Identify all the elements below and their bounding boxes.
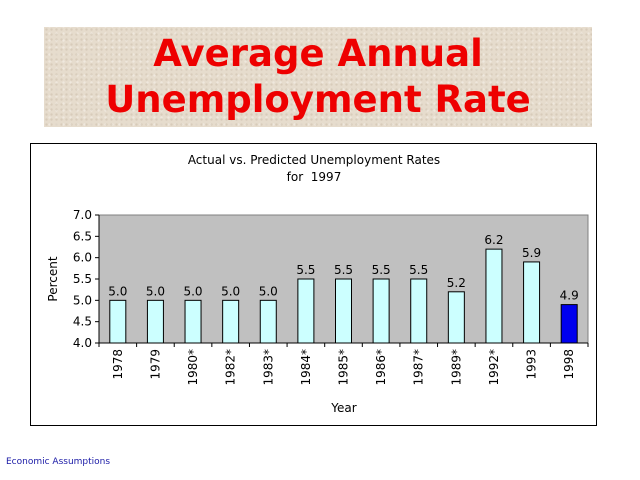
chart-subtitle: for 1997 (287, 170, 342, 184)
chart-frame: Actual vs. Predicted Unemployment Rates … (30, 143, 597, 426)
y-axis-label: Percent (46, 256, 60, 301)
bar-1985-star (335, 278, 352, 344)
data-label: 5.0 (221, 284, 240, 298)
bar-1978 (109, 299, 127, 344)
chart-title: Actual vs. Predicted Unemployment Rates (188, 153, 440, 167)
bars (109, 248, 578, 344)
y-axis: 4.0 4.5 5.0 5.5 6.0 6.5 7.0 (73, 208, 100, 350)
x-tick-label: 1978 (111, 349, 125, 380)
bar-1986-star (372, 278, 390, 344)
data-labels: 5.0 5.0 5.0 5.0 5.0 5.5 5.5 5.5 5.5 5.2 6.2 5.9 4.9 (108, 233, 578, 302)
data-label: 5.0 (183, 284, 202, 298)
bar-chart: Actual vs. Predicted Unemployment Rates … (46, 153, 589, 415)
data-label: 4.9 (560, 289, 579, 303)
x-tick-label: 1987* (412, 349, 426, 386)
y-tick-label: 5.5 (73, 272, 92, 286)
x-tick-label: 1983* (261, 349, 275, 386)
y-tick-label: 4.0 (73, 336, 92, 350)
data-label: 5.5 (409, 263, 428, 277)
bar-1987-star (410, 278, 428, 344)
x-tick-label: 1982* (224, 349, 238, 386)
data-label: 5.2 (447, 276, 466, 290)
bar-1980-star (184, 299, 202, 344)
footer-label: Economic Assumptions (6, 457, 111, 467)
y-tick-label: 7.0 (73, 208, 92, 222)
data-label: 5.5 (334, 263, 353, 277)
x-tick-label: 1993 (525, 349, 539, 380)
bar-1983-star (259, 299, 277, 344)
x-tick-label: 1989* (449, 349, 463, 386)
x-tick-label: 1979 (148, 349, 162, 380)
x-tick-label: 1986* (374, 349, 388, 386)
bar-1998 (560, 304, 578, 344)
data-label: 5.0 (108, 284, 127, 298)
data-label: 5.0 (259, 284, 278, 298)
y-tick-label: 6.5 (73, 229, 92, 243)
bar-1984-star (297, 278, 315, 344)
bar-1989-star (447, 291, 465, 344)
data-label: 6.2 (484, 233, 503, 247)
bar-1979 (146, 299, 164, 344)
data-label: 5.0 (146, 284, 165, 298)
slide-title-line-2: Unemployment Rate (105, 78, 531, 121)
x-tick-label: 1998 (562, 349, 576, 380)
x-axis: 1978 1979 1980* 1982* 1983* 1984* 1985* 1986* 19… (98, 342, 589, 386)
data-label: 5.5 (296, 263, 315, 277)
y-tick-label: 5.0 (73, 293, 92, 307)
x-tick-label: 1992* (487, 349, 501, 386)
bar-1982-star (222, 299, 240, 344)
y-tick-label: 6.0 (73, 251, 92, 265)
x-tick-label: 1984* (299, 349, 313, 386)
slide-title-line-1: Average Annual (153, 32, 483, 75)
title-banner: Average Annual Unemployment Rate (44, 27, 592, 127)
bar-1992-star (485, 248, 503, 344)
data-label: 5.5 (372, 263, 391, 277)
data-label: 5.9 (522, 246, 541, 260)
x-tick-label: 1980* (186, 349, 200, 386)
bar-1993 (523, 261, 541, 344)
x-axis-label: Year (330, 401, 356, 415)
y-tick-label: 4.5 (73, 315, 92, 329)
x-tick-label: 1985* (337, 349, 351, 386)
